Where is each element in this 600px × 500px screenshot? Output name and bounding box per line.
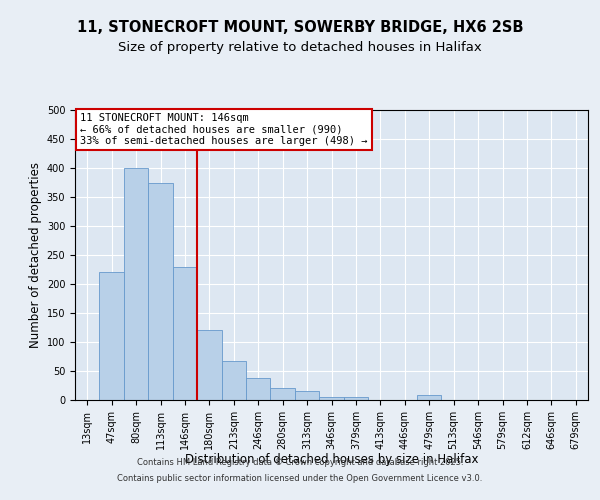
Text: 11, STONECROFT MOUNT, SOWERBY BRIDGE, HX6 2SB: 11, STONECROFT MOUNT, SOWERBY BRIDGE, HX… [77,20,523,35]
Bar [124,168,148,400]
Bar [197,330,221,400]
Text: Size of property relative to detached houses in Halifax: Size of property relative to detached ho… [118,41,482,54]
Bar [173,266,197,400]
X-axis label: Distribution of detached houses by size in Halifax: Distribution of detached houses by size … [185,454,478,466]
Bar [271,388,295,400]
Text: Contains HM Land Registry data © Crown copyright and database right 2025.: Contains HM Land Registry data © Crown c… [137,458,463,467]
Bar [319,397,344,400]
Y-axis label: Number of detached properties: Number of detached properties [29,162,43,348]
Bar [148,182,173,400]
Text: Contains public sector information licensed under the Open Government Licence v3: Contains public sector information licen… [118,474,482,483]
Bar [221,360,246,400]
Text: 11 STONECROFT MOUNT: 146sqm
← 66% of detached houses are smaller (990)
33% of se: 11 STONECROFT MOUNT: 146sqm ← 66% of det… [80,113,368,146]
Bar [295,392,319,400]
Bar [417,396,442,400]
Bar [344,397,368,400]
Bar [246,378,271,400]
Bar [100,272,124,400]
